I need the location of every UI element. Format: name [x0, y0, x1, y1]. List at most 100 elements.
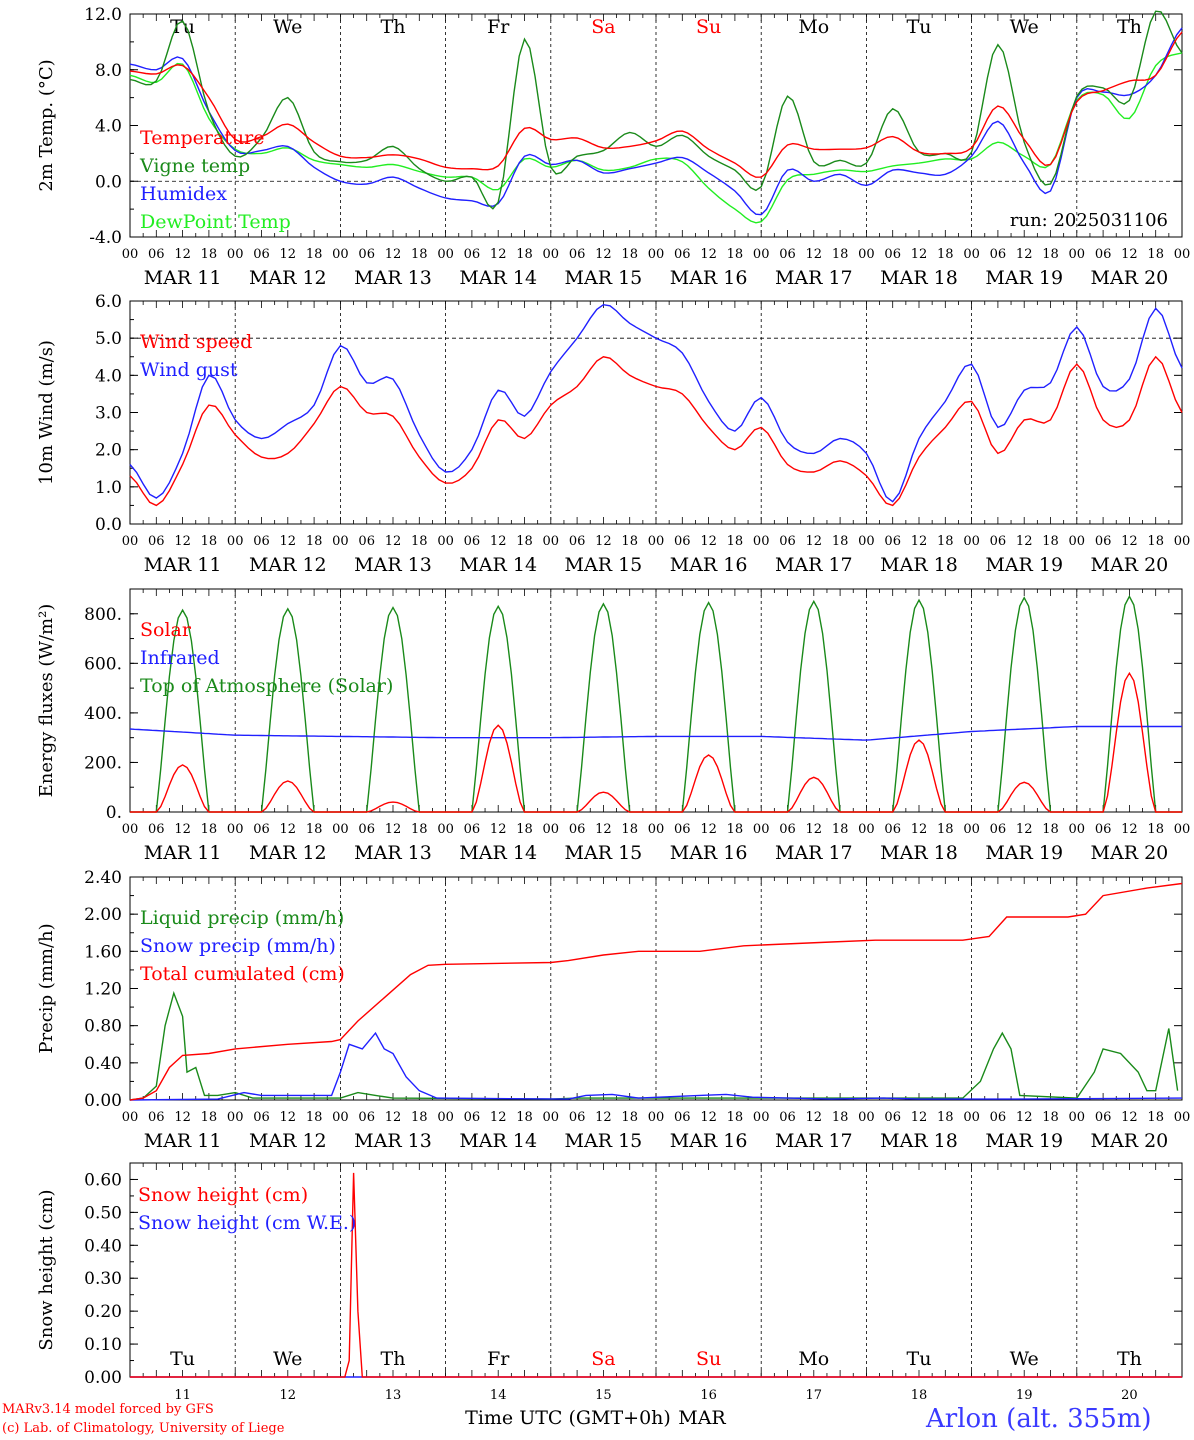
y-axis-label: Precip (mm/h)	[36, 923, 57, 1053]
date-label: MAR 15	[565, 267, 643, 289]
date-label: MAR 18	[880, 554, 958, 576]
lab-credit: (c) Lab. of Climatology, University of L…	[2, 1421, 285, 1436]
hour-label: 12	[280, 822, 297, 837]
hour-label: 00	[437, 247, 454, 262]
y-tick-label: 800.	[84, 605, 122, 625]
hour-label: 06	[1095, 822, 1112, 837]
y-tick-label: 0.40	[84, 1054, 122, 1074]
hour-label: 12	[700, 1110, 717, 1125]
hour-label: 18	[937, 1110, 954, 1125]
y-tick-label: 0.0	[95, 172, 122, 192]
y-axis-label: 2m Temp. (°C)	[36, 59, 57, 191]
date-label: MAR 19	[985, 1130, 1063, 1152]
hour-label: 06	[990, 534, 1007, 549]
hour-label: 18	[1147, 247, 1164, 262]
date-label: MAR 18	[880, 842, 958, 864]
hour-label: 06	[674, 1110, 691, 1125]
hour-label: 18	[832, 1110, 849, 1125]
hour-label: 00	[858, 822, 875, 837]
legend-entry: Wind speed	[140, 331, 252, 353]
hour-label: 00	[858, 534, 875, 549]
weekday-label: Tu	[907, 1348, 932, 1370]
y-tick-label: 4.0	[95, 366, 122, 386]
y-tick-label: 0.20	[84, 1302, 122, 1322]
y-tick-label: 0.00	[84, 1091, 122, 1111]
day-number-label: 16	[700, 1388, 717, 1403]
plot-frame	[129, 588, 1183, 813]
hour-label: 18	[832, 247, 849, 262]
date-label: MAR 14	[459, 267, 537, 289]
hour-label: 12	[385, 247, 402, 262]
y-tick-label: 3.0	[95, 404, 122, 424]
hour-label: 00	[1174, 534, 1191, 549]
legend-entry: Total cumulated (cm)	[140, 963, 345, 985]
hour-label: 00	[122, 247, 139, 262]
hour-label: 00	[753, 822, 770, 837]
hour-label: 00	[648, 534, 665, 549]
weekday-label: Th	[381, 1348, 406, 1370]
weekday-label: We	[273, 1348, 302, 1370]
hour-label: 12	[174, 247, 191, 262]
date-label: MAR 16	[670, 267, 748, 289]
date-label: MAR 19	[985, 842, 1063, 864]
date-label: MAR 20	[1091, 267, 1169, 289]
hour-label: 00	[858, 1110, 875, 1125]
hour-label: 18	[832, 534, 849, 549]
series-line	[129, 31, 1183, 178]
hour-label: 06	[148, 1110, 165, 1125]
hour-label: 06	[253, 247, 270, 262]
hour-label: 18	[516, 1110, 533, 1125]
hour-label: 00	[437, 534, 454, 549]
day-number-label: 14	[490, 1388, 507, 1403]
hour-label: 06	[674, 247, 691, 262]
hour-label: 12	[595, 1110, 612, 1125]
hour-label: 18	[621, 822, 638, 837]
hour-label: 06	[464, 822, 481, 837]
weekday-label: Sa	[591, 1348, 615, 1370]
hour-label: 12	[490, 1110, 507, 1125]
y-tick-label: 0.00	[84, 1368, 122, 1388]
hour-label: 18	[1147, 534, 1164, 549]
hour-label: 06	[1095, 1110, 1112, 1125]
hour-label: 12	[174, 1110, 191, 1125]
y-tick-label: 0.30	[84, 1269, 122, 1289]
hour-label: 06	[990, 247, 1007, 262]
plot-frame	[129, 13, 1183, 238]
hour-label: 06	[884, 247, 901, 262]
day-number-label: 13	[385, 1388, 402, 1403]
hour-label: 12	[174, 822, 191, 837]
y-tick-label: 0.40	[84, 1236, 122, 1256]
date-label: MAR 13	[354, 267, 432, 289]
date-label: MAR 18	[880, 1130, 958, 1152]
legend-entry: Snow height (cm)	[138, 1184, 308, 1206]
hour-label: 18	[306, 1110, 323, 1125]
date-label: MAR 20	[1091, 842, 1169, 864]
hour-label: 00	[332, 1110, 349, 1125]
hour-label: 00	[648, 247, 665, 262]
hour-label: 18	[516, 822, 533, 837]
hour-label: 00	[543, 247, 560, 262]
series-line	[129, 52, 1183, 224]
hour-label: 12	[700, 247, 717, 262]
y-tick-label: 2.0	[95, 441, 122, 461]
hour-label: 18	[937, 247, 954, 262]
hour-label: 18	[411, 534, 428, 549]
date-label: MAR 13	[354, 842, 432, 864]
y-tick-label: 8.0	[95, 61, 122, 81]
hour-label: 12	[806, 1110, 823, 1125]
date-label: MAR 19	[985, 554, 1063, 576]
hour-label: 06	[253, 534, 270, 549]
hour-label: 00	[858, 247, 875, 262]
date-label: MAR 13	[354, 554, 432, 576]
date-label: MAR 12	[249, 554, 327, 576]
hour-label: 00	[753, 1110, 770, 1125]
hour-label: 18	[1042, 247, 1059, 262]
date-label: MAR 11	[144, 267, 222, 289]
hour-label: 12	[595, 822, 612, 837]
day-number-label: 19	[1016, 1388, 1033, 1403]
hour-label: 00	[543, 534, 560, 549]
weekday-label: Sa	[591, 16, 615, 38]
hour-label: 12	[911, 822, 928, 837]
hour-label: 18	[1042, 822, 1059, 837]
y-tick-label: 0.	[106, 803, 122, 823]
